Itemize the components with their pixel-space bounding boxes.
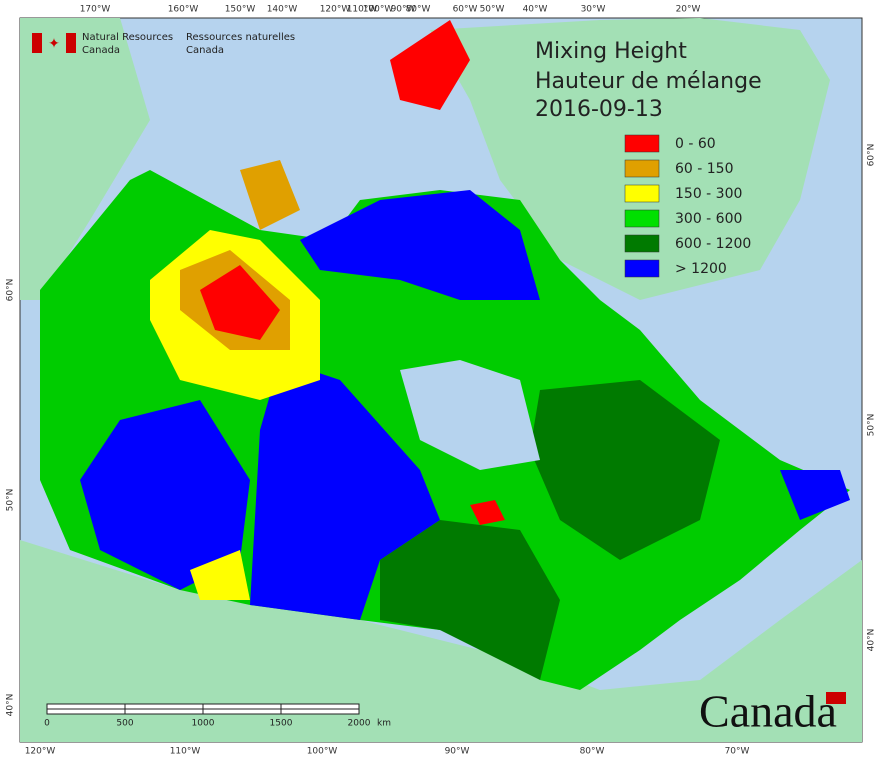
scale-unit: km bbox=[377, 719, 391, 729]
legend-swatch bbox=[624, 259, 660, 278]
prairie-high bbox=[250, 360, 440, 620]
longitude-label: 30°W bbox=[581, 5, 606, 15]
wordmark: Canada bbox=[699, 686, 837, 737]
longitude-label: 100°W bbox=[307, 747, 338, 757]
newfoundland bbox=[780, 470, 850, 520]
longitude-label: 90°W bbox=[445, 747, 470, 757]
scale-label: 2000 bbox=[348, 719, 371, 729]
scale-label: 500 bbox=[116, 719, 133, 729]
agency-fr: Canada bbox=[186, 45, 224, 56]
longitude-label: 160°W bbox=[168, 5, 199, 15]
legend-swatch bbox=[624, 209, 660, 228]
ellesmere bbox=[390, 20, 470, 110]
flag-bar bbox=[32, 33, 42, 53]
flag-bar bbox=[66, 33, 76, 53]
scale-label: 1000 bbox=[192, 719, 215, 729]
alaska bbox=[20, 18, 150, 300]
alberta-low bbox=[190, 550, 250, 600]
longitude-label: 140°W bbox=[267, 5, 298, 15]
spot bbox=[470, 500, 505, 525]
title: Hauteur de mélange bbox=[535, 69, 762, 94]
longitude-label: 110°W bbox=[347, 5, 378, 15]
legend-label: 600 - 1200 bbox=[675, 236, 751, 252]
legend-label: 300 - 600 bbox=[675, 211, 742, 227]
scale-segment bbox=[202, 703, 282, 710]
scale-bar: 0 500 1000 1500 2000 km bbox=[44, 703, 391, 729]
legend-swatch bbox=[624, 234, 660, 253]
longitude-label: 100°W bbox=[363, 5, 394, 15]
longitude-label: 20°W bbox=[676, 5, 701, 15]
longitude-label: 60°W bbox=[453, 5, 478, 15]
longitude-label: 120°W bbox=[25, 747, 56, 757]
longitude-label: 170°W bbox=[80, 5, 111, 15]
scale-segment bbox=[124, 703, 204, 710]
latitude-label: 40°N bbox=[867, 629, 877, 652]
longitude-label: 90°W bbox=[391, 5, 416, 15]
latitude-label: 60°N bbox=[867, 144, 877, 167]
bc-high bbox=[80, 400, 250, 590]
agency-fr: Ressources naturelles bbox=[186, 32, 295, 43]
quebec-mid bbox=[530, 380, 720, 560]
scale-segment bbox=[46, 703, 126, 710]
arctic-islands bbox=[240, 160, 300, 230]
scale-label: 0 bbox=[44, 719, 50, 729]
legend-label: 150 - 300 bbox=[675, 186, 742, 202]
agency-en: Natural Resources bbox=[82, 32, 173, 43]
wordmark-flag bbox=[826, 692, 846, 704]
latitude-label: 50°N bbox=[6, 489, 16, 512]
title: 2016-09-13 bbox=[535, 97, 663, 122]
scale-segment bbox=[46, 708, 126, 715]
usa bbox=[20, 540, 862, 742]
scale-segment bbox=[280, 703, 360, 710]
nrcan-header: ✦ Natural Resources Canada Ressources na… bbox=[32, 32, 295, 56]
flag-leaf: ✦ bbox=[48, 36, 60, 52]
latitude-label: 60°N bbox=[6, 279, 16, 302]
nunavut-high bbox=[300, 190, 540, 300]
longitude-label: 150°W bbox=[225, 5, 256, 15]
greenland bbox=[430, 18, 830, 300]
land bbox=[20, 18, 862, 742]
longitude-label: 70°W bbox=[725, 747, 750, 757]
legend-label: 0 - 60 bbox=[675, 136, 716, 152]
longitude-label: 80°W bbox=[406, 5, 431, 15]
legend-label: 60 - 150 bbox=[675, 161, 734, 177]
agency-en: Canada bbox=[82, 45, 120, 56]
legend-swatch bbox=[624, 184, 660, 203]
legend-swatch bbox=[624, 134, 660, 153]
longitude-label: 40°W bbox=[523, 5, 548, 15]
scale-segment bbox=[280, 708, 360, 715]
scale-segment bbox=[202, 708, 282, 715]
longitude-label: 120°W bbox=[320, 5, 351, 15]
longitude-label: 80°W bbox=[580, 747, 605, 757]
canada bbox=[40, 20, 850, 690]
ontario-mid bbox=[380, 520, 560, 680]
latitude-label: 50°N bbox=[867, 414, 877, 437]
nwt-lowest bbox=[200, 265, 280, 340]
latitude-label: 40°N bbox=[6, 694, 16, 717]
longitude-label: 110°W bbox=[170, 747, 201, 757]
scale-label: 1500 bbox=[270, 719, 293, 729]
hudson-bay bbox=[400, 360, 540, 470]
legend: 0 - 60 60 - 150 150 - 300 300 - 600 600 - 12… bbox=[624, 134, 751, 278]
title: Mixing Height bbox=[535, 39, 687, 64]
legend-label: > 1200 bbox=[675, 261, 727, 277]
scale-segment bbox=[124, 708, 204, 715]
longitude-label: 50°W bbox=[480, 5, 505, 15]
legend-swatch bbox=[624, 159, 660, 178]
